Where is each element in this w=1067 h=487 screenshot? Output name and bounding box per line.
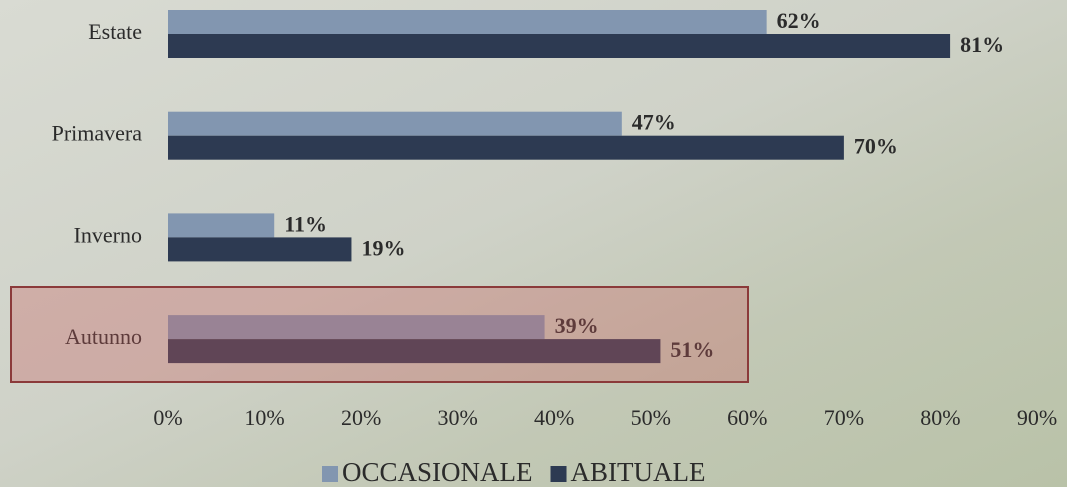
legend-label: ABITUALE [571, 457, 706, 487]
y-tick-label: Inverno [74, 222, 142, 247]
highlight-box [10, 286, 749, 383]
x-tick-label: 30% [438, 405, 478, 430]
bar [168, 34, 951, 58]
value-label: 47% [632, 110, 676, 135]
y-tick-label: Primavera [52, 121, 143, 146]
plot-area: 0% 10% 20% 30% 40% 50% 60% 70% 80% 90% Estate 62% 81… [52, 8, 1058, 430]
y-tick-label: Estate [88, 19, 142, 44]
legend-swatch [550, 466, 567, 482]
value-label: 19% [361, 235, 405, 260]
x-tick-label: 10% [244, 405, 284, 430]
x-tick-label: 50% [631, 405, 671, 430]
bar [168, 213, 275, 238]
legend-label: OCCASIONALE [342, 457, 533, 487]
legend: OCCASIONALE ABITUALE [322, 457, 706, 487]
value-label: 62% [777, 8, 821, 33]
x-tick-label: 60% [727, 405, 767, 430]
value-label: 39% [555, 313, 599, 338]
bar [168, 135, 844, 160]
x-tick-label: 0% [153, 405, 182, 430]
x-tick-label: 20% [341, 405, 381, 430]
x-tick-label: 40% [534, 405, 574, 430]
y-tick-label: Autunno [65, 324, 142, 349]
x-tick-label: 90% [1017, 405, 1057, 430]
value-label: 51% [670, 337, 714, 362]
bar [168, 237, 352, 262]
bar [168, 315, 545, 340]
bar [168, 10, 767, 34]
value-label: 70% [854, 134, 898, 159]
bar [168, 339, 661, 364]
bar [168, 111, 622, 136]
x-tick-label: 70% [824, 405, 864, 430]
value-label: 11% [284, 211, 327, 236]
value-label: 81% [960, 32, 1004, 57]
legend-swatch [322, 466, 338, 482]
x-tick-label: 80% [920, 405, 960, 430]
